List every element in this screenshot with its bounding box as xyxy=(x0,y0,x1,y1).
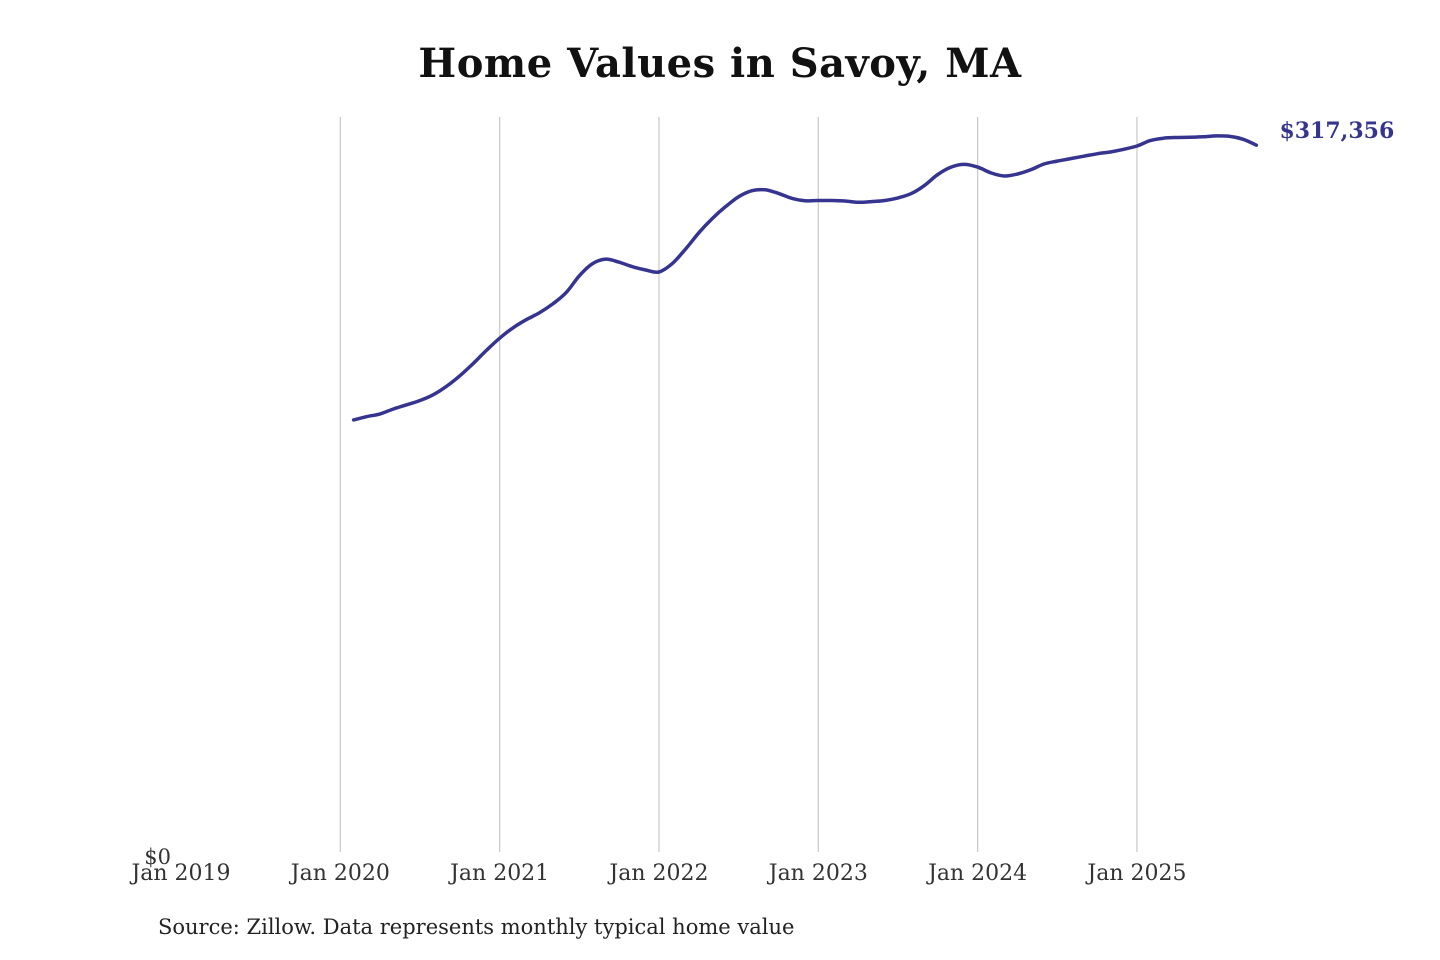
source-note: Source: Zillow. Data represents monthly … xyxy=(158,915,795,939)
end-label-layer: $317,356 xyxy=(1279,118,1394,144)
x-tick-label: Jan 2020 xyxy=(289,861,390,886)
series-layer xyxy=(351,134,1259,422)
x-tick-label: Jan 2021 xyxy=(448,861,549,886)
x-tick-label: Jan 2019 xyxy=(129,861,230,886)
x-tick-label: Jan 2025 xyxy=(1085,861,1186,886)
series-line xyxy=(351,134,1259,422)
gridlines xyxy=(339,117,1138,852)
x-tick-label: Jan 2024 xyxy=(926,861,1027,886)
x-tick-label: Jan 2022 xyxy=(607,861,708,886)
x-tick-label: Jan 2023 xyxy=(767,861,868,886)
y-tick-label: $0 xyxy=(144,845,171,869)
chart-title: Home Values in Savoy, MA xyxy=(418,40,1022,87)
y-axis: $0 xyxy=(144,845,171,869)
end-value-label: $317,356 xyxy=(1279,118,1394,144)
x-axis: Jan 2019 Jan 2020 Jan 2021 Jan 2022 Jan 2023… xyxy=(129,861,1186,886)
